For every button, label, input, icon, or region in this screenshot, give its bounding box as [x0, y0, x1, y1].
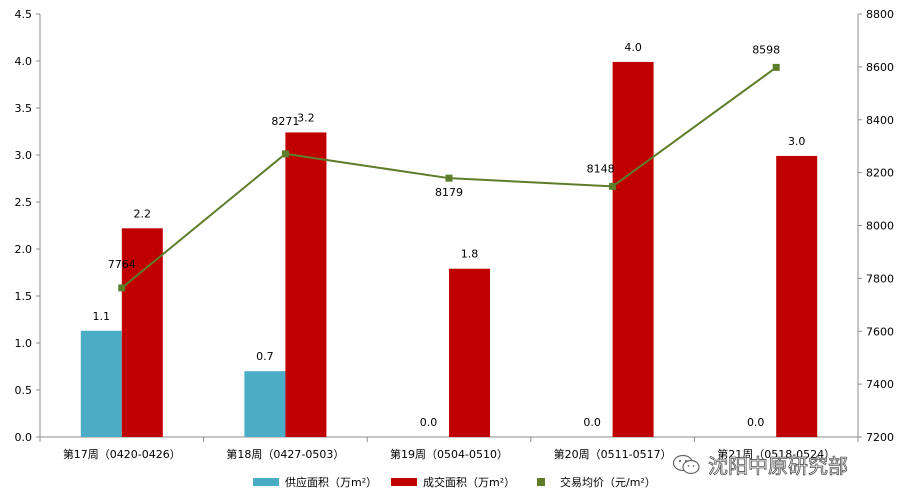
price-point [772, 63, 780, 71]
y-left-tick-label: 3.5 [15, 102, 33, 115]
legend-item-supply: 供应面积（万m²） [253, 474, 377, 490]
bar-deal [121, 228, 163, 437]
bar-supply [80, 330, 122, 437]
x-tick-label: 第20周（0511-0517） [554, 447, 672, 461]
x-tick-label: 第17周（0420-0426） [63, 447, 181, 461]
y-left-tick-label: 3.0 [15, 149, 33, 162]
data-labels: 1.1 2.2 0.7 3.2 0.0 1.8 0.0 4.0 0.0 3.0 7764 8271 81… [93, 41, 806, 429]
bar-deal [449, 268, 490, 437]
y-left-tick-label: 1.0 [15, 337, 33, 350]
y-right-tick-label: 8400 [866, 114, 894, 127]
bar-deal [285, 132, 327, 437]
data-label-price: 8179 [435, 186, 463, 199]
price-point [609, 182, 617, 190]
y-left-tick-label: 0.5 [15, 384, 33, 397]
bar-deal [776, 155, 818, 437]
legend-item-deal: 成交面积（万m²） [391, 474, 515, 490]
legend-label-supply: 供应面积（万m²） [285, 476, 378, 489]
legend-swatch-supply [253, 478, 279, 486]
y-right-tick-label: 7600 [866, 325, 894, 338]
price-point [118, 284, 126, 292]
axes: 0.0 0.5 1.0 1.5 2.0 2.5 3.0 3.5 4.0 4.5 7200 7400 76… [15, 8, 895, 461]
y-right-tick-label: 8600 [866, 61, 894, 74]
y-left-tick-label: 4.5 [15, 8, 33, 21]
legend-label-price: 交易均价（元/m²） [560, 476, 656, 489]
y-left-tick-label: 2.0 [15, 243, 33, 256]
data-label-supply: 0.0 [747, 416, 765, 429]
wechat-icon [672, 454, 700, 474]
y-right-tick-label: 8800 [866, 8, 894, 21]
y-right-tick-label: 8000 [866, 220, 894, 233]
x-tick-label: 第19周（0504-0510） [390, 447, 508, 461]
bar-supply [244, 371, 286, 437]
data-label-price: 7764 [108, 258, 136, 271]
y-right-tick-label: 7800 [866, 272, 894, 285]
data-label-supply: 0.0 [420, 416, 438, 429]
x-tick-label: 第21周（0518-0524） [717, 447, 835, 461]
data-label-price: 8598 [752, 43, 780, 56]
price-point [445, 174, 453, 182]
data-label-deal: 3.0 [788, 135, 806, 148]
price-point [281, 150, 289, 158]
bar-deal [612, 61, 654, 437]
y-left-tick-label: 2.5 [15, 196, 33, 209]
watermark-text: 沈阳中原研究部 [708, 454, 849, 479]
y-right-tick-label: 8200 [866, 167, 894, 180]
legend-swatch-deal [391, 478, 417, 486]
data-label-supply: 1.1 [93, 310, 111, 323]
legend-item-price: 交易均价（元/m²） [528, 474, 656, 490]
y-left-tick-label: 1.5 [15, 290, 33, 303]
bars [80, 61, 818, 437]
data-label-supply: 0.0 [583, 416, 601, 429]
data-label-deal: 2.2 [134, 207, 152, 220]
data-label-price: 8148 [587, 162, 615, 175]
watermark: 沈阳中原研究部 [672, 450, 848, 479]
data-label-price: 8271 [271, 115, 299, 128]
data-label-deal: 1.8 [461, 248, 479, 261]
legend-label-deal: 成交面积（万m²） [423, 476, 516, 489]
legend: 供应面积（万m²） 成交面积（万m²） 交易均价（元/m²） [0, 474, 900, 494]
data-label-supply: 0.7 [256, 350, 274, 363]
data-label-deal: 4.0 [624, 41, 642, 54]
data-label-deal: 3.2 [297, 111, 315, 124]
legend-swatch-price [528, 478, 554, 486]
price-line [118, 63, 780, 292]
y-right-tick-label: 7400 [866, 378, 894, 391]
x-tick-label: 第18周（0427-0503） [226, 447, 344, 461]
y-right-tick-label: 7200 [866, 431, 894, 444]
y-left-tick-label: 0.0 [15, 431, 33, 444]
y-left-tick-label: 4.0 [15, 55, 33, 68]
